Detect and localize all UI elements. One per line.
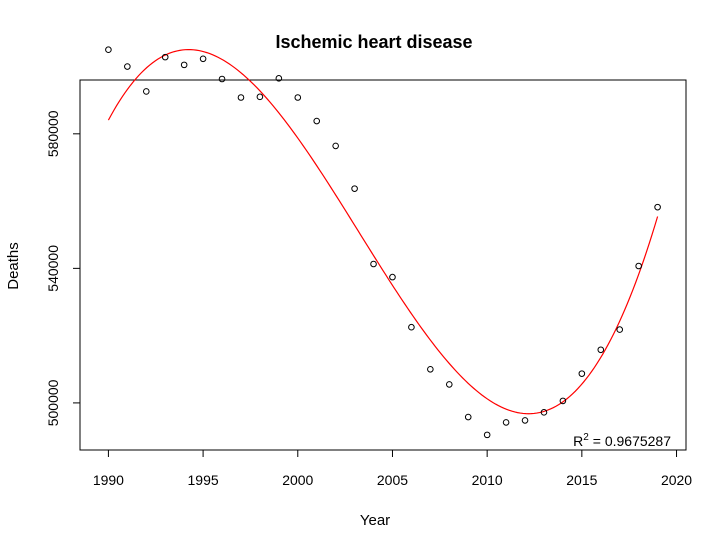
data-point <box>654 203 661 211</box>
fit-curve-group <box>107 48 659 415</box>
plot-frame <box>79 79 687 451</box>
data-point <box>370 260 377 268</box>
chart-title: Ischemic heart disease <box>275 32 472 52</box>
data-points <box>105 46 661 439</box>
data-point <box>294 94 302 101</box>
y-tick-label: 540000 <box>45 245 61 292</box>
data-point <box>142 88 150 95</box>
y-tick-label: 580000 <box>45 110 61 157</box>
data-point <box>483 431 491 439</box>
data-point <box>559 397 567 405</box>
y-tick-label: 500000 <box>45 379 61 426</box>
x-tick-label: 1990 <box>93 472 124 488</box>
x-tick-label: 2015 <box>566 472 597 488</box>
data-point <box>218 75 226 83</box>
x-tick-label: 1995 <box>188 472 219 488</box>
y-axis-label: Deaths <box>5 242 22 290</box>
data-point <box>521 417 529 424</box>
x-axis-label: Year <box>360 512 390 529</box>
data-point <box>180 61 188 69</box>
r-squared-value: = 0.9675287 <box>589 433 671 449</box>
r-squared-prefix: R <box>573 433 583 449</box>
data-point <box>237 94 245 101</box>
x-tick-label: 2005 <box>377 472 408 488</box>
data-point <box>408 323 415 331</box>
data-point <box>502 419 510 426</box>
data-point <box>332 142 339 150</box>
r-squared-annotation: R2 = 0.9675287 <box>573 432 671 449</box>
data-point <box>635 262 642 270</box>
r-squared-superscript: 2 <box>583 432 589 443</box>
data-point <box>124 63 131 70</box>
y-axis: 500000 540000 580000 <box>45 110 81 426</box>
x-tick-label: 2000 <box>282 472 313 488</box>
data-point <box>351 185 358 192</box>
data-point <box>597 346 605 354</box>
data-point <box>427 365 434 373</box>
data-point <box>464 413 472 421</box>
data-point <box>161 53 169 61</box>
data-point <box>275 75 283 82</box>
data-point <box>445 381 453 388</box>
data-point <box>256 93 264 101</box>
fit-curve <box>107 48 659 415</box>
data-point <box>389 273 396 281</box>
data-point <box>105 46 112 54</box>
data-point <box>578 370 586 377</box>
data-point <box>199 55 207 63</box>
data-point <box>313 117 321 125</box>
data-point <box>616 326 624 333</box>
data-point <box>540 409 548 416</box>
x-tick-label: 2020 <box>661 472 692 488</box>
x-tick-label: 2010 <box>472 472 503 488</box>
x-axis: 1990 1995 2000 2005 2010 2015 2020 <box>93 449 692 488</box>
